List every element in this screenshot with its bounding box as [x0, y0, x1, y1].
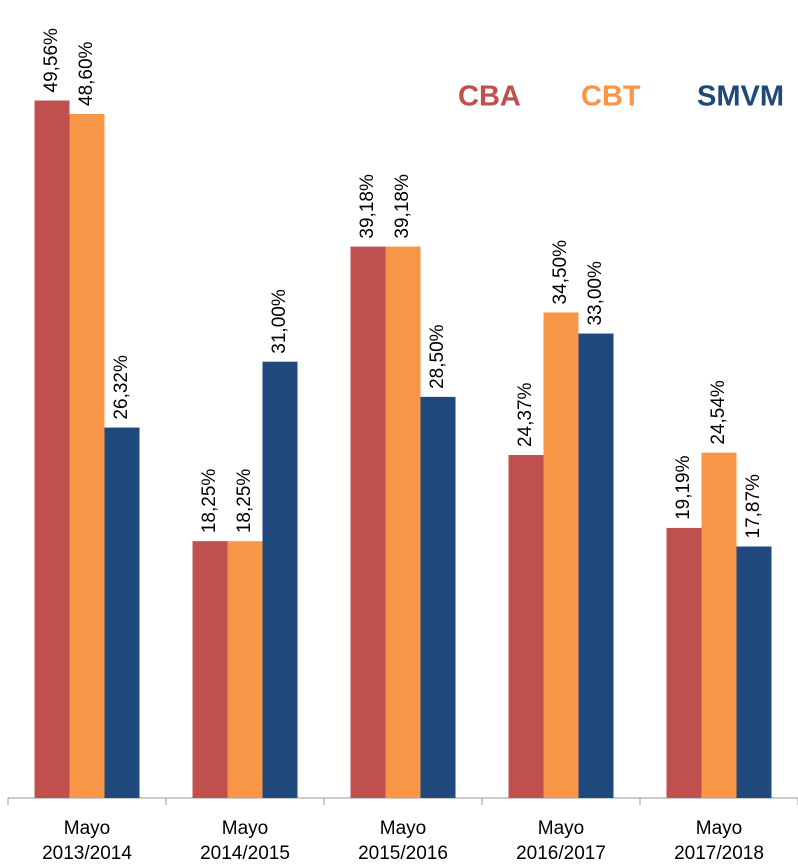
legend-entry: CBT [581, 81, 641, 113]
value-label: 18,25% [199, 469, 220, 534]
value-label: 49,56% [41, 28, 62, 93]
bar [262, 361, 298, 798]
value-label: 31,00% [269, 289, 290, 354]
value-label: 19,19% [673, 455, 694, 520]
bar [104, 427, 140, 798]
value-label: 26,32% [111, 355, 132, 420]
value-label: 24,37% [515, 382, 536, 447]
bar [666, 527, 702, 798]
x-tick-label: Mayo 2014/2015 [200, 818, 290, 864]
value-label: 28,50% [427, 324, 448, 389]
value-label: 17,87% [743, 474, 764, 539]
bar [701, 452, 737, 798]
value-label: 33,00% [585, 261, 606, 326]
bar [543, 312, 579, 798]
bar [192, 541, 228, 798]
legend-entry: SMVM [697, 81, 784, 113]
bar [420, 396, 456, 798]
bar [385, 246, 421, 799]
x-tick-label: Mayo 2013/2014 [42, 818, 132, 864]
bar [34, 100, 70, 798]
x-tick-label: Mayo 2015/2016 [358, 818, 448, 864]
bar [69, 114, 105, 798]
bar [350, 246, 386, 799]
bar [508, 455, 544, 798]
value-label: 39,18% [392, 174, 413, 239]
value-label: 39,18% [357, 174, 378, 239]
legend-entry: CBA [458, 81, 521, 113]
bar [578, 333, 614, 798]
value-label: 18,25% [234, 469, 255, 534]
x-tick-label: Mayo 2016/2017 [516, 818, 606, 864]
bar [736, 546, 772, 798]
bar [227, 541, 263, 798]
value-label: 34,50% [550, 240, 571, 305]
x-tick-label: Mayo 2017/2018 [674, 818, 764, 864]
value-label: 48,60% [76, 41, 97, 106]
value-label: 24,54% [708, 380, 729, 445]
